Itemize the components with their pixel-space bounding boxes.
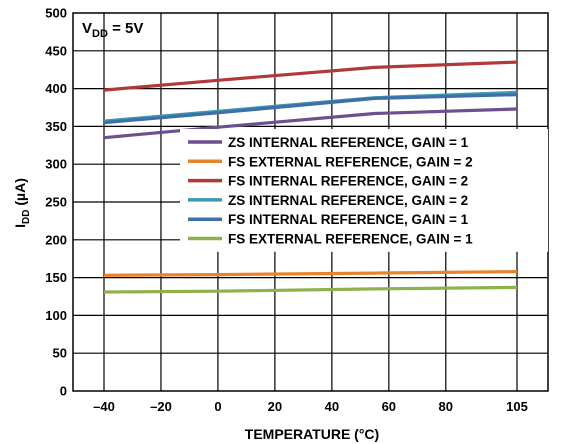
legend-label: FS EXTERNAL REFERENCE, GAIN = 1	[228, 232, 473, 247]
supply-voltage-annotation: VDD = 5V	[82, 20, 143, 40]
legend-label: FS EXTERNAL REFERENCE, GAIN = 2	[228, 154, 473, 169]
y-tick-label: 100	[45, 308, 67, 323]
y-tick-label: 450	[45, 43, 67, 58]
y-axis-ticks: 0 50 100 150 200 250 300 350 400 450 500	[45, 6, 67, 399]
annotation-subscript: DD	[92, 28, 108, 40]
y-tick-label: 250	[45, 195, 67, 210]
x-tick-label: 0	[214, 399, 221, 414]
y-tick-label: 500	[45, 6, 67, 21]
y-tick-label: 350	[45, 119, 67, 134]
y-axis-title-tail: (µA)	[12, 178, 28, 209]
legend-label: FS INTERNAL REFERENCE, GAIN = 2	[228, 174, 468, 189]
y-tick-label: 50	[53, 346, 67, 361]
series-line-5	[103, 93, 518, 125]
series-line-1	[103, 107, 518, 140]
legend-label: FS INTERNAL REFERENCE, GAIN = 1	[228, 212, 469, 227]
series-line-6	[103, 285, 518, 294]
series-line-3	[103, 60, 518, 92]
x-tick-label: 105	[506, 399, 528, 414]
x-axis-title: TEMPERATURE (°C)	[245, 426, 379, 442]
y-tick-label: 150	[45, 270, 67, 285]
x-tick-label: 60	[382, 399, 396, 414]
series-line-2	[103, 270, 518, 277]
legend: ZS INTERNAL REFERENCE, GAIN = 1 FS EXTERN…	[180, 129, 548, 252]
y-axis-title-subscript: DD	[21, 210, 32, 224]
x-tick-label: –40	[93, 399, 115, 414]
y-axis-title-main: I	[12, 224, 28, 228]
y-tick-label: 400	[45, 81, 67, 96]
y-axis-title: IDD (µA)	[12, 178, 32, 228]
x-tick-label: –20	[150, 399, 172, 414]
x-tick-label: 40	[325, 399, 339, 414]
y-tick-label: 200	[45, 232, 67, 247]
series-layer	[103, 60, 518, 294]
legend-label: ZS INTERNAL REFERENCE, GAIN = 2	[228, 193, 468, 208]
y-tick-label: 300	[45, 157, 67, 172]
annotation-tail: = 5V	[108, 20, 143, 37]
annotation-main: V	[82, 20, 92, 37]
legend-label: ZS INTERNAL REFERENCE, GAIN = 1	[228, 135, 469, 150]
x-tick-label: 80	[439, 399, 453, 414]
legend-background	[180, 129, 548, 252]
x-axis-ticks: –40 –20 0 20 40 60 80 105	[93, 399, 528, 414]
x-tick-label: 20	[268, 399, 282, 414]
y-tick-label: 0	[60, 384, 67, 399]
